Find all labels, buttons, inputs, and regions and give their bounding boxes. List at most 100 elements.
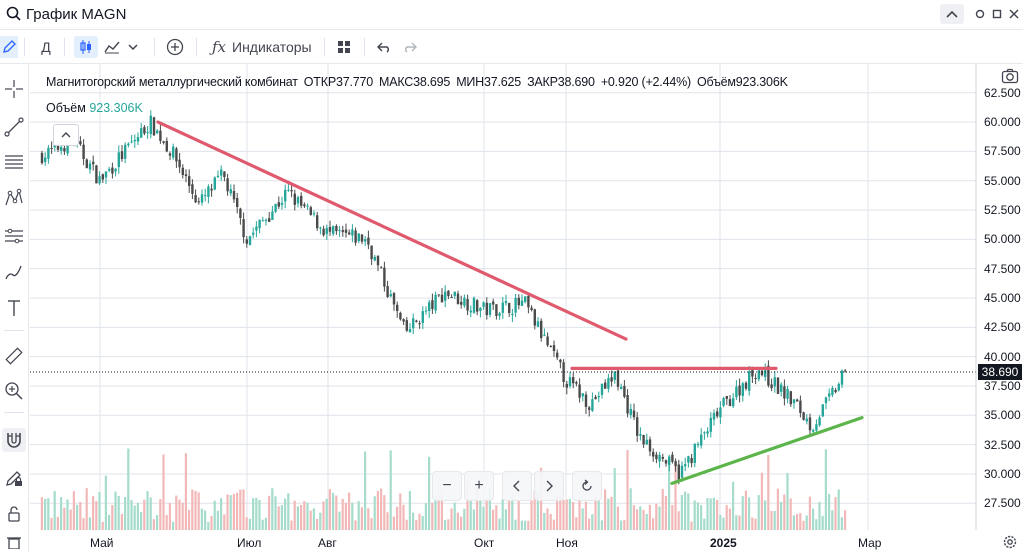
volume-bar	[636, 509, 639, 530]
volume-bar	[789, 498, 792, 530]
candle-body	[671, 454, 674, 462]
candle-body	[392, 293, 396, 305]
gear-icon[interactable]	[1002, 534, 1018, 550]
volume-bar	[303, 501, 306, 530]
candle-body	[181, 167, 184, 175]
candle-body	[252, 232, 255, 235]
brush-icon[interactable]	[2, 260, 26, 284]
candle-body	[396, 304, 399, 311]
line-chart-icon[interactable]	[102, 36, 122, 58]
volume-bar	[604, 489, 607, 530]
candle-body	[447, 290, 450, 297]
candle-body	[428, 302, 431, 312]
volume-bar	[399, 493, 402, 530]
close-icon[interactable]	[1008, 4, 1020, 24]
maximize-icon[interactable]	[991, 4, 1003, 24]
candle-body	[716, 411, 719, 417]
volume-bar	[530, 500, 533, 530]
volume-bar	[744, 490, 747, 530]
volume-bar	[236, 492, 239, 530]
candle-body	[549, 345, 552, 347]
candle-body	[280, 202, 284, 205]
undo-icon[interactable]	[374, 36, 394, 58]
candle-body	[767, 365, 770, 386]
legend-collapse-button[interactable]	[53, 124, 79, 146]
volume-bar	[786, 472, 789, 530]
interval-button[interactable]: Д	[41, 39, 51, 55]
search-icon[interactable]	[5, 5, 23, 23]
trash-icon[interactable]	[2, 534, 26, 550]
candle-body	[527, 295, 530, 308]
volume-bar	[812, 508, 815, 530]
minimize-icon[interactable]	[974, 4, 986, 24]
volume-bar	[101, 521, 104, 530]
candle-body	[684, 464, 687, 467]
magnet-icon[interactable]	[2, 428, 26, 452]
zoom-in-icon[interactable]: +	[464, 471, 494, 501]
scroll-left-icon[interactable]	[502, 471, 532, 501]
trend-line-icon[interactable]	[2, 115, 26, 139]
add-circle-icon[interactable]	[164, 36, 186, 58]
candle-body	[309, 207, 312, 215]
candle-body	[82, 144, 85, 160]
scroll-right-icon[interactable]	[534, 471, 564, 501]
volume-bar	[319, 512, 322, 530]
crosshair-icon[interactable]	[2, 77, 26, 101]
candle-body	[661, 457, 664, 459]
reset-icon[interactable]	[572, 471, 602, 501]
candle-body	[229, 189, 232, 194]
legend-volume: Объём923.306K	[696, 75, 788, 89]
volume-bar	[424, 503, 427, 530]
volume-bar	[479, 499, 482, 530]
candle-body	[277, 202, 280, 207]
redo-icon[interactable]	[400, 36, 420, 58]
candle-body	[466, 299, 469, 311]
price-axis-label: 60.000	[984, 115, 1021, 130]
collapse-icon[interactable]	[940, 4, 964, 24]
candle-body	[338, 230, 341, 232]
volume-bar	[181, 502, 184, 530]
fx-icon[interactable]: ƒx	[211, 38, 226, 56]
volume-bar	[72, 491, 75, 530]
volume-bar	[578, 496, 581, 530]
indicators-button[interactable]: Индикаторы	[232, 39, 312, 55]
ruler-icon[interactable]	[2, 344, 26, 368]
volume-bar	[524, 520, 527, 530]
volume-bar	[364, 451, 367, 530]
time-axis-label: 2025	[710, 536, 737, 550]
volume-bar	[178, 499, 181, 530]
lock-drawing-icon[interactable]	[2, 466, 26, 490]
lock-icon[interactable]	[2, 502, 26, 526]
pencil-icon[interactable]	[0, 36, 18, 58]
candle-body	[543, 334, 546, 336]
volume-bar	[764, 500, 767, 530]
layout-icon[interactable]	[334, 36, 354, 58]
camera-icon[interactable]	[1001, 67, 1019, 85]
candle-body	[613, 371, 616, 380]
volume-bar	[130, 500, 133, 530]
volume-bar	[248, 518, 251, 530]
volume-bar	[463, 508, 466, 530]
chevron-down-icon[interactable]	[126, 36, 140, 58]
candle-body	[485, 302, 488, 316]
candle-body	[696, 443, 700, 446]
prediction-icon[interactable]	[2, 224, 26, 248]
volume-bar	[258, 500, 261, 530]
text-icon[interactable]	[2, 296, 26, 320]
candle-body	[293, 193, 296, 205]
volume-bar	[184, 453, 187, 530]
volume-bar	[344, 502, 347, 530]
volume-bar	[264, 517, 267, 530]
zoom-out-icon[interactable]: −	[432, 471, 462, 501]
pattern-icon[interactable]	[2, 186, 26, 210]
volume-bar	[431, 502, 434, 530]
volume-bar	[386, 512, 389, 530]
candles-icon[interactable]	[74, 36, 98, 58]
volume-bar	[194, 490, 197, 530]
fib-icon[interactable]	[2, 150, 26, 174]
candle-body	[559, 359, 562, 363]
candle-body	[335, 225, 338, 232]
candle-body	[111, 167, 114, 174]
zoom-in-icon[interactable]	[2, 379, 26, 403]
